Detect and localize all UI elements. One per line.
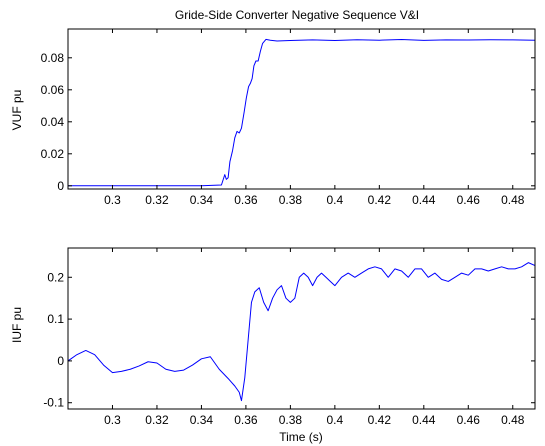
x-tick-label: 0.4 xyxy=(327,193,344,207)
x-tick-label: 0.32 xyxy=(145,193,169,207)
y-tick-label: 0.2 xyxy=(47,270,64,284)
y-tick-label: 0.06 xyxy=(41,83,65,97)
x-tick-label: 0.46 xyxy=(457,413,481,427)
x-tick-label: 0.36 xyxy=(234,413,258,427)
y-axis-label: VUF pu xyxy=(10,90,24,131)
x-tick-label: 0.44 xyxy=(412,413,436,427)
y-tick-label: 0 xyxy=(57,179,64,193)
x-tick-label: 0.38 xyxy=(279,193,303,207)
y-tick-label: -0.1 xyxy=(43,396,64,410)
x-tick-label: 0.42 xyxy=(368,413,392,427)
x-tick-label: 0.34 xyxy=(190,413,214,427)
plot-frame xyxy=(67,28,536,190)
x-tick-label: 0.32 xyxy=(145,413,169,427)
y-tick-label: 0 xyxy=(57,354,64,368)
x-tick-label: 0.48 xyxy=(501,193,525,207)
x-tick-label: 0.48 xyxy=(501,413,525,427)
x-tick-label: 0.3 xyxy=(104,413,121,427)
y-tick-label: 0.1 xyxy=(47,312,64,326)
y-tick-label: 0.02 xyxy=(41,147,65,161)
series-line xyxy=(68,38,535,187)
x-tick-label: 0.44 xyxy=(412,193,436,207)
y-tick-label: 0.08 xyxy=(41,51,65,65)
chart-title: Gride-Side Converter Negative Sequence V… xyxy=(175,8,419,22)
series-line xyxy=(68,262,535,402)
x-tick-label: 0.42 xyxy=(368,193,392,207)
x-tick-label: 0.36 xyxy=(234,193,258,207)
x-tick-label: 0.34 xyxy=(190,193,214,207)
y-tick-label: 0.04 xyxy=(41,115,65,129)
y-axis-label: IUF pu xyxy=(10,307,24,343)
x-tick-label: 0.3 xyxy=(104,193,121,207)
x-tick-label: 0.4 xyxy=(327,413,344,427)
x-tick-label: 0.38 xyxy=(279,413,303,427)
plot-frame xyxy=(67,247,536,410)
vuf-plot: Gride-Side Converter Negative Sequence V… xyxy=(10,8,536,207)
x-tick-label: 0.46 xyxy=(457,193,481,207)
iuf-plot: IUF pu Time (s) 0.3 0.32 0.34 0.36 0.38 0.4 0.… xyxy=(10,247,536,444)
x-axis-label: Time (s) xyxy=(279,430,323,444)
